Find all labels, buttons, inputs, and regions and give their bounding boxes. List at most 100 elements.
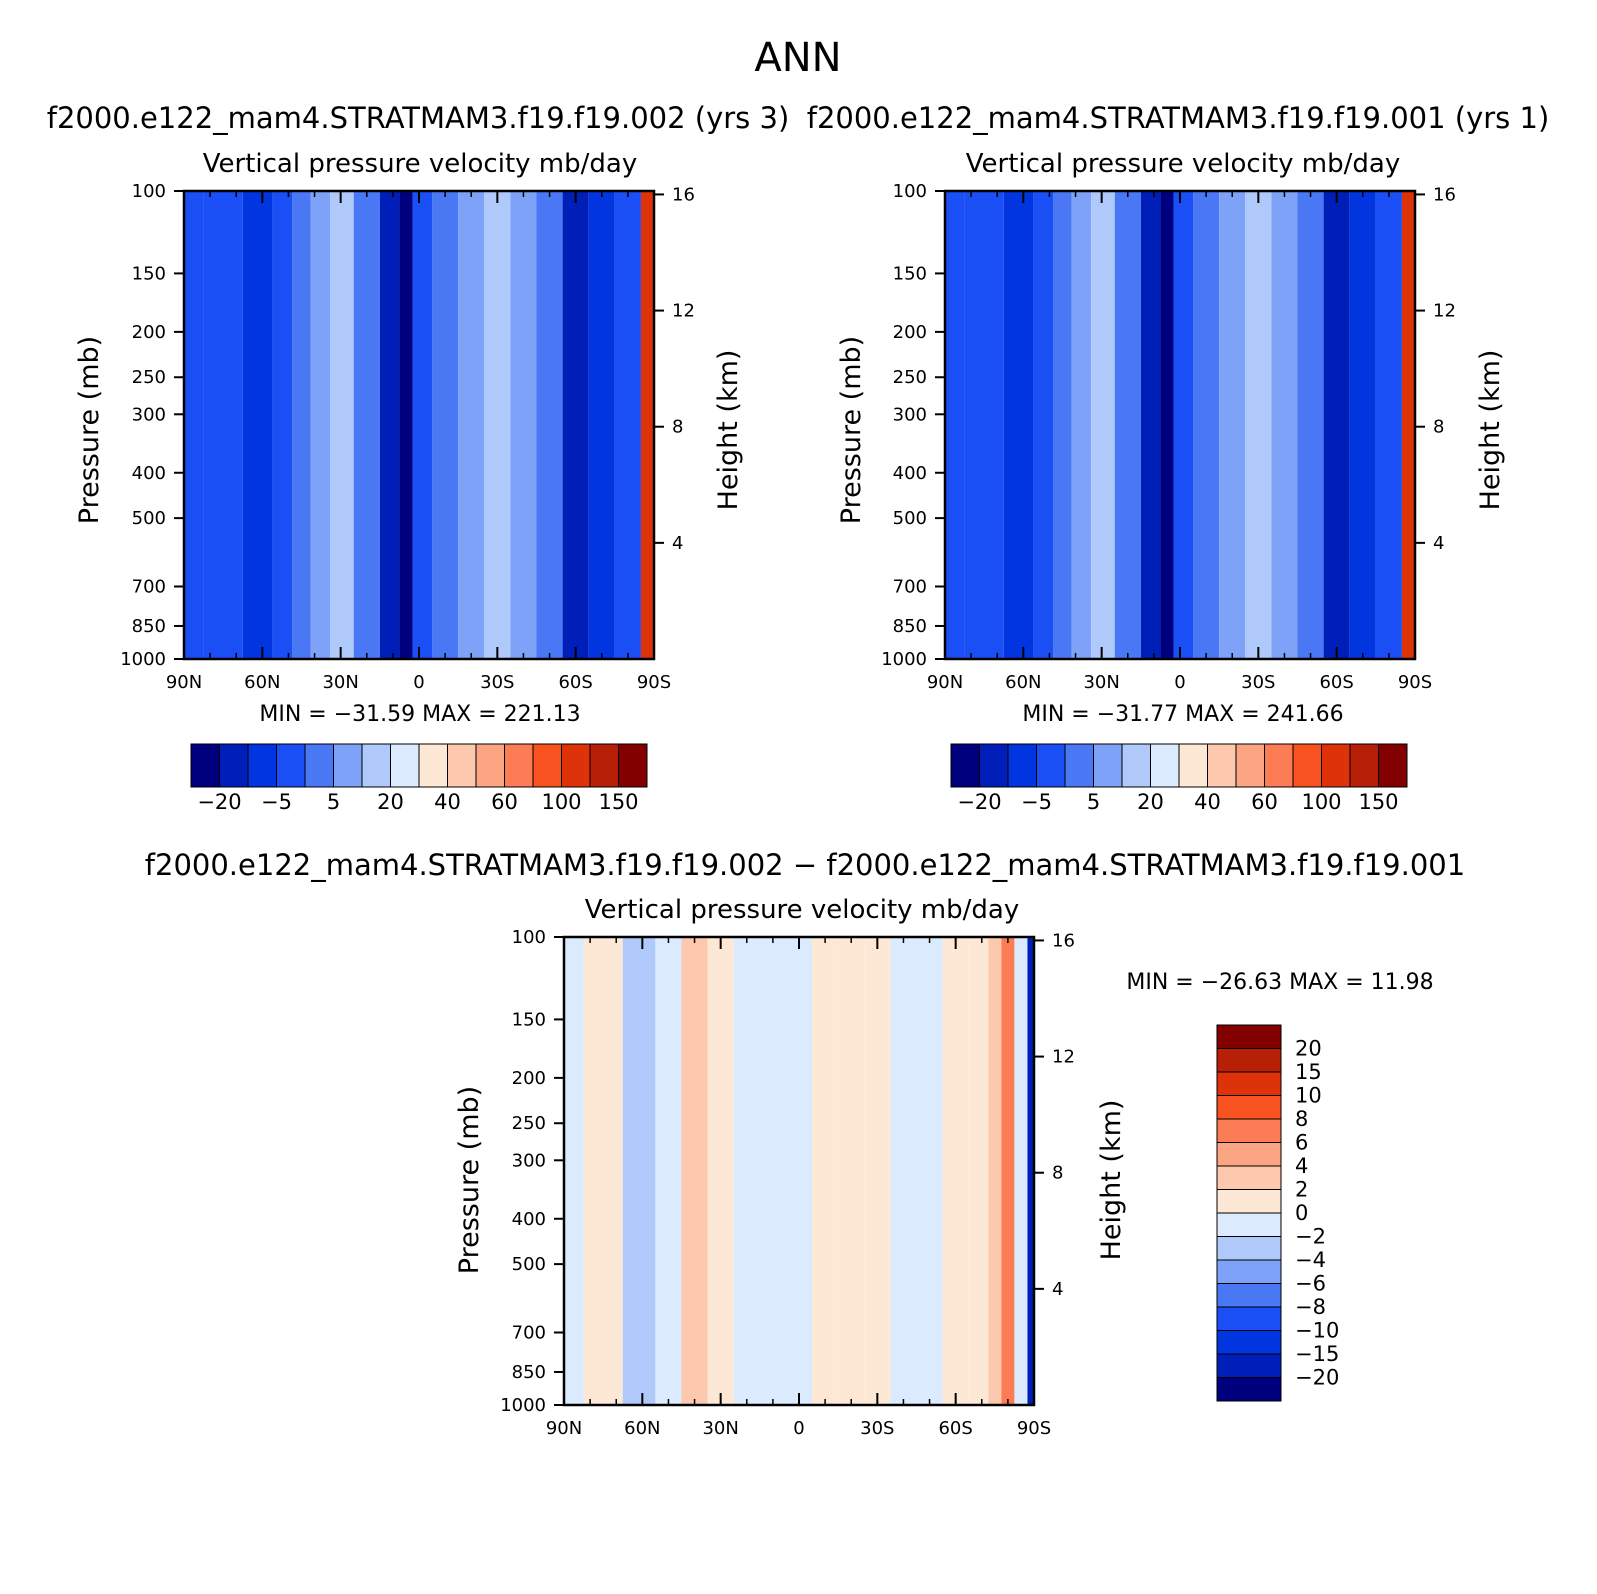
colorbar-label: 0 <box>1295 1201 1308 1225</box>
x-tick-label: 30N <box>322 672 358 693</box>
colorbar-box <box>418 743 448 788</box>
colorbar-label: 2 <box>1295 1178 1308 1202</box>
x-tick-label: 60N <box>1005 672 1041 693</box>
colorbar-label: −5 <box>1021 790 1052 814</box>
field-band <box>1375 191 1402 659</box>
colorbar-label: 10 <box>1295 1084 1322 1108</box>
field-band <box>622 937 656 1405</box>
colorbar-box <box>475 743 505 788</box>
colorbar-box <box>1216 1283 1282 1308</box>
colorbar-box <box>1216 1306 1282 1331</box>
y2-tick-label: 12 <box>1052 1047 1075 1068</box>
panel-test-plot: 90N 60N 30N 0 30S 60S 90S 100 150 200 250 300 400 500… <box>120 181 695 693</box>
field-band <box>1193 191 1220 659</box>
x-tick-label: 90S <box>1398 672 1432 693</box>
colorbar-label: 5 <box>327 790 340 814</box>
colorbar-box <box>1292 743 1322 788</box>
panel-test: f2000.e122_mam4.STRATMAM3.f19.f19.002 (y… <box>47 101 790 814</box>
colorbar-box <box>1216 1236 1282 1261</box>
field-band <box>916 937 943 1405</box>
field-band <box>968 937 989 1405</box>
colorbar-box <box>979 743 1009 788</box>
colorbar-box <box>1349 743 1379 788</box>
colorbar-label: 5 <box>1087 790 1100 814</box>
colorbar-box <box>333 743 363 788</box>
field-band <box>379 191 400 659</box>
colorbar-box <box>1216 1048 1282 1073</box>
colorbar-box <box>504 743 534 788</box>
colorbar-box <box>447 743 477 788</box>
y-tick-label: 700 <box>893 577 927 598</box>
field-band <box>484 191 511 659</box>
colorbar-box <box>589 743 619 788</box>
field-band <box>412 191 433 659</box>
y-tick-label: 150 <box>132 263 166 284</box>
field-band <box>562 191 589 659</box>
colorbar-box <box>950 743 980 788</box>
field-band <box>1033 191 1054 659</box>
panel-diff-case-title: f2000.e122_mam4.STRATMAM3.f19.f19.002 − … <box>145 848 1465 882</box>
y2-tick-label: 4 <box>672 533 683 554</box>
colorbar-label: 4 <box>1295 1154 1308 1178</box>
field-band <box>536 191 563 659</box>
y-tick-label: 150 <box>893 263 927 284</box>
field-band <box>1014 937 1028 1405</box>
y-tick-label: 300 <box>132 404 166 425</box>
y2-tick-label: 8 <box>1052 1163 1063 1184</box>
panel-test-stats: MIN = −31.59 MAX = 221.13 <box>259 702 580 727</box>
field-band <box>1001 937 1015 1405</box>
colorbar-label: 8 <box>1295 1107 1308 1131</box>
y-tick-label: 200 <box>512 1068 546 1089</box>
field-band <box>942 937 969 1405</box>
colorbar-label: −20 <box>957 790 1001 814</box>
y2-tick-label: 16 <box>1433 184 1456 205</box>
x-tick-label: 30S <box>480 672 514 693</box>
panel-control-ylabel: Pressure (mb) <box>836 336 867 524</box>
field-band <box>1219 191 1246 659</box>
colorbar-box <box>1216 1259 1282 1284</box>
panel-test-ylabel: Pressure (mb) <box>74 336 105 524</box>
colorbar-box <box>1235 743 1265 788</box>
colorbar-label: 20 <box>377 790 404 814</box>
y-tick-label: 400 <box>512 1209 546 1230</box>
panel-diff-ylabel: Pressure (mb) <box>454 1086 485 1274</box>
field-band <box>1053 191 1072 659</box>
colorbar-box <box>532 743 562 788</box>
y2-tick-label: 8 <box>672 417 683 438</box>
colorbar-box <box>1036 743 1066 788</box>
y-tick-label: 850 <box>893 616 927 637</box>
x-tick-label: 30S <box>1241 672 1275 693</box>
y2-tick-label: 16 <box>672 184 695 205</box>
colorbar-label: −5 <box>261 790 292 814</box>
x-tick-label: 0 <box>1174 672 1185 693</box>
colorbar-label: 40 <box>1194 790 1221 814</box>
colorbar-box <box>1207 743 1237 788</box>
colorbar-box <box>1216 1353 1282 1378</box>
y-tick-label: 250 <box>132 367 166 388</box>
field-band <box>838 937 865 1405</box>
y2-tick-label: 12 <box>1433 301 1456 322</box>
field-band <box>1401 191 1415 659</box>
x-tick-label: 60N <box>244 672 280 693</box>
y-tick-label: 250 <box>512 1113 546 1134</box>
field-band <box>964 191 1004 659</box>
colorbar-box <box>561 743 591 788</box>
panel-control-plot: 90N 60N 30N 0 30S 60S 90S 100 150 200 250 300 400 500… <box>881 181 1456 693</box>
field-band <box>564 937 584 1405</box>
y-tick-label: 300 <box>893 404 927 425</box>
colorbar-label: 60 <box>491 790 518 814</box>
x-tick-label: 30N <box>1083 672 1119 693</box>
panel-diff-plot: 90N 60N 30N 0 30S 60S 90S 100 150 200 250 300 400 500… <box>500 927 1075 1439</box>
field-band <box>1003 191 1034 659</box>
y2-tick-label: 4 <box>1433 533 1444 554</box>
field-band <box>1349 191 1376 659</box>
panel-control-y2label: Height (km) <box>1475 350 1506 511</box>
colorbar-label: −2 <box>1295 1225 1326 1249</box>
colorbar-box <box>276 743 306 788</box>
colorbar-label: −20 <box>197 790 241 814</box>
field-band <box>583 937 623 1405</box>
x-tick-label: 90N <box>927 672 963 693</box>
y-tick-label: 700 <box>512 1323 546 1344</box>
